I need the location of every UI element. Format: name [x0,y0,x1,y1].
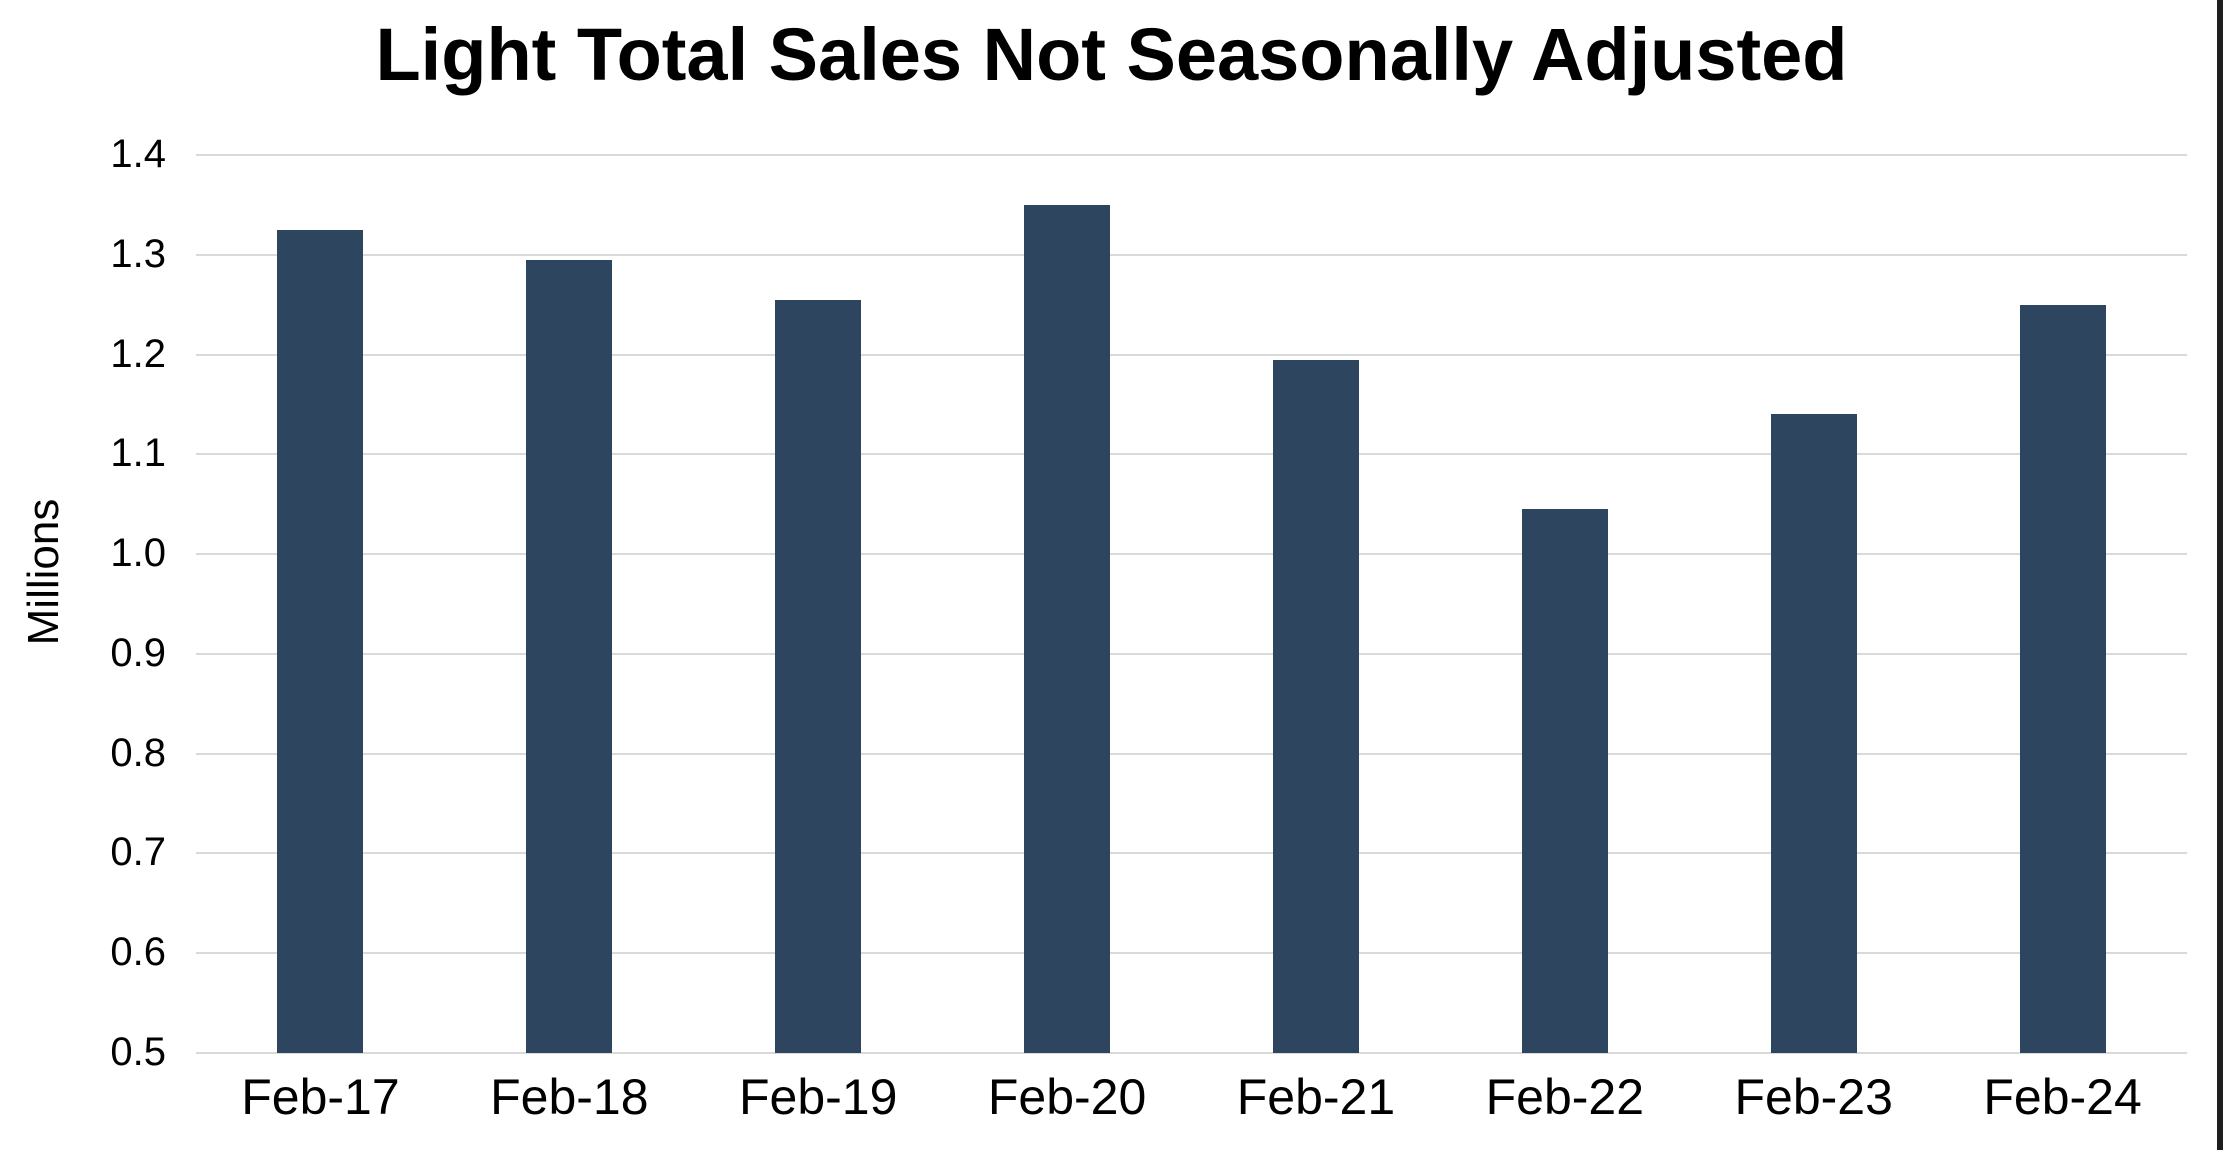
gridline [196,553,2187,556]
gridline [196,353,2187,356]
bar-feb-18 [526,259,613,1053]
gridline [196,652,2187,655]
y-tick-label: 1.4 [110,132,166,177]
y-tick-label: 1.2 [110,331,166,376]
y-tick-label: 0.5 [110,1030,166,1075]
y-tick-label: 0.8 [110,730,166,775]
bar-feb-23 [1770,414,1857,1053]
x-tick-label: Feb-20 [987,1069,1147,1125]
x-tick-label: Feb-23 [1734,1069,1893,1125]
screenshot-right-border [2217,0,2223,1150]
gridline [196,253,2187,256]
y-tick-label: 0.9 [110,631,166,676]
bar-feb-21 [1272,359,1359,1053]
gridline [196,154,2187,156]
y-tick-label: 1.0 [110,531,166,576]
x-tick-label: Feb-17 [241,1069,400,1125]
x-tick-label: Feb-21 [1236,1069,1396,1125]
bar-feb-19 [775,299,862,1053]
bar-feb-22 [1521,509,1608,1053]
gridline [196,752,2187,755]
gridline [196,952,2187,955]
x-tick-label: Feb-24 [1983,1069,2142,1125]
x-tick-label: Feb-19 [738,1069,898,1125]
bar-feb-17 [277,229,364,1053]
bar-feb-20 [1024,204,1111,1053]
y-tick-label: 1.1 [110,431,166,476]
y-tick-label: 1.3 [110,231,166,276]
plot-area [196,154,2187,1054]
gridline [196,1052,2187,1054]
y-tick-label: 0.7 [110,830,166,875]
bar-feb-24 [2019,304,2106,1053]
x-tick-label: Feb-22 [1485,1069,1645,1125]
x-tick-label: Feb-18 [490,1069,649,1125]
y-tick-label: 0.6 [110,930,166,975]
gridline [196,852,2187,855]
gridline [196,453,2187,456]
chart-title: Light Total Sales Not Seasonally Adjuste… [375,13,1848,96]
